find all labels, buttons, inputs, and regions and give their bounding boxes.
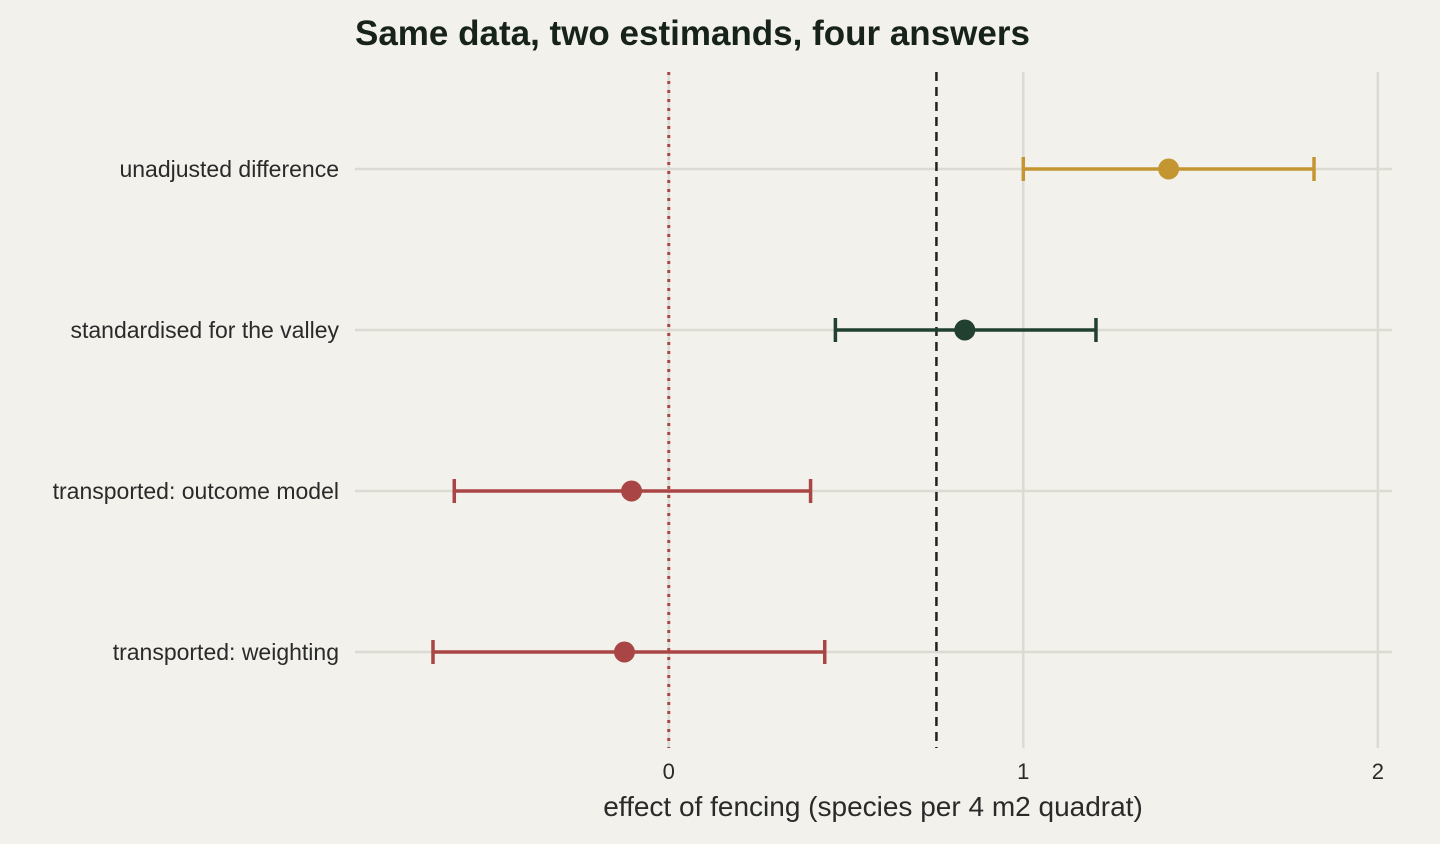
estimate-row bbox=[452, 479, 813, 503]
point-estimate bbox=[621, 480, 643, 502]
point-estimate bbox=[1158, 158, 1180, 180]
estimate-row bbox=[1021, 157, 1316, 181]
intervals bbox=[431, 157, 1316, 664]
x-tick-labels: 0 1 2 bbox=[663, 759, 1384, 784]
x-tick-label: 0 bbox=[663, 759, 675, 784]
chart-title: Same data, two estimands, four answers bbox=[355, 14, 1030, 53]
estimate-row bbox=[431, 640, 827, 664]
category-label: transported: outcome model bbox=[53, 478, 339, 504]
x-tick-label: 1 bbox=[1017, 759, 1029, 784]
category-label: standardised for the valley bbox=[71, 317, 340, 343]
category-label: transported: weighting bbox=[113, 639, 339, 665]
x-tick-label: 2 bbox=[1372, 759, 1384, 784]
estimate-row bbox=[833, 318, 1098, 342]
grid bbox=[355, 72, 1392, 748]
category-label: unadjusted difference bbox=[119, 156, 339, 182]
point-estimate bbox=[613, 641, 635, 663]
x-axis-title: effect of fencing (species per 4 m2 quad… bbox=[603, 791, 1143, 822]
point-estimate bbox=[954, 319, 976, 341]
category-labels: unadjusted difference standardised for th… bbox=[53, 156, 340, 665]
reference-lines bbox=[667, 72, 938, 748]
